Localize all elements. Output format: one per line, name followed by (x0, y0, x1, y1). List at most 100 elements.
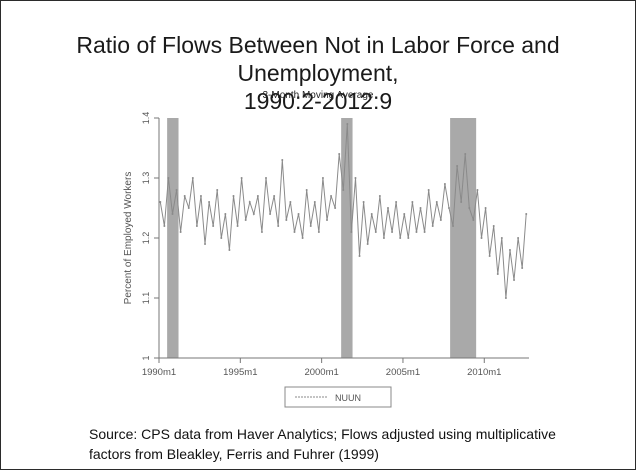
data-point (370, 213, 373, 215)
x-tick-label: 1990m1 (142, 367, 176, 378)
data-point (338, 153, 341, 155)
source-line-1: Source: CPS data from Haver Analytics; F… (89, 426, 556, 442)
data-point (248, 201, 251, 203)
data-point (374, 231, 377, 233)
data-point (330, 195, 333, 197)
data-point (175, 189, 178, 191)
x-tick-label: 1995m1 (223, 367, 257, 378)
y-axis-title: Percent of Employed Workers (123, 172, 134, 305)
source-line-2: factors from Bleakley, Ferris and Fuhrer… (89, 446, 379, 462)
data-point (289, 201, 292, 203)
data-point (220, 237, 223, 239)
data-point (317, 231, 320, 233)
data-point (252, 213, 255, 215)
data-point (269, 213, 272, 215)
data-point (460, 201, 463, 203)
data-point (305, 189, 308, 191)
recession-band-2 (341, 118, 353, 358)
data-point (447, 207, 450, 209)
data-point (228, 249, 231, 251)
data-point (208, 201, 211, 203)
chart-subtitle: 3-Month Moving Average (262, 90, 374, 101)
data-point (484, 207, 487, 209)
data-point (517, 237, 520, 239)
data-point (488, 255, 491, 257)
data-point (244, 219, 247, 221)
data-point (334, 207, 337, 209)
data-point (179, 231, 182, 233)
data-point (366, 243, 369, 245)
data-point (358, 255, 361, 257)
data-point (443, 183, 446, 185)
data-point (382, 237, 385, 239)
data-point (391, 231, 394, 233)
slide-title: Ratio of Flows Between Not in Labor Forc… (1, 31, 635, 115)
data-point (224, 213, 227, 215)
data-point (260, 231, 263, 233)
data-point (346, 123, 349, 125)
data-point (297, 213, 300, 215)
data-point (419, 207, 422, 209)
data-point (313, 201, 316, 203)
data-point (500, 237, 503, 239)
data-point (435, 201, 438, 203)
data-point (191, 177, 194, 179)
data-point (423, 231, 426, 233)
data-point (521, 267, 524, 269)
data-point (415, 231, 418, 233)
data-point (480, 237, 483, 239)
x-tick-label: 2005m1 (386, 367, 420, 378)
data-point (431, 225, 434, 227)
data-point (439, 219, 442, 221)
data-point (256, 195, 259, 197)
data-point (187, 207, 190, 209)
data-point (232, 195, 235, 197)
data-point (403, 213, 406, 215)
data-point (427, 189, 430, 191)
y-tick-label: 1.4 (141, 112, 151, 125)
data-point (386, 207, 389, 209)
data-point (199, 195, 202, 197)
data-point (273, 195, 276, 197)
data-point (411, 201, 414, 203)
data-point (309, 225, 312, 227)
data-point (204, 243, 207, 245)
data-point (216, 189, 219, 191)
data-point (326, 219, 329, 221)
data-point (354, 177, 357, 179)
y-tick-label: 1.2 (141, 232, 151, 245)
data-point (513, 279, 516, 281)
data-point (362, 201, 365, 203)
data-point (399, 237, 402, 239)
y-tick-label: 1.3 (141, 172, 151, 185)
recession-band-1 (167, 118, 179, 358)
data-point (293, 231, 296, 233)
data-point (171, 213, 174, 215)
data-point (277, 225, 280, 227)
x-tick-label: 2010m1 (467, 367, 501, 378)
data-point (240, 177, 243, 179)
y-tick-label: 1 (141, 355, 151, 360)
data-point (183, 195, 186, 197)
data-point (525, 213, 528, 215)
source-note: Source: CPS data from Haver Analytics; F… (89, 424, 609, 464)
data-point (342, 189, 345, 191)
data-point (468, 207, 471, 209)
data-point (378, 195, 381, 197)
slide-title-line-1: Ratio of Flows Between Not in Labor Forc… (76, 32, 560, 86)
data-point (163, 225, 166, 227)
data-point (472, 219, 475, 221)
data-point (452, 225, 455, 227)
data-point (508, 249, 511, 251)
data-point (321, 177, 324, 179)
recession-band-3 (450, 118, 477, 358)
slide-title-line-2: 1990:2-2012:9 (243, 88, 393, 114)
data-point (504, 297, 507, 299)
data-point (285, 219, 288, 221)
data-point (476, 189, 479, 191)
data-point (496, 273, 499, 275)
data-point (395, 201, 398, 203)
data-point (167, 177, 170, 179)
